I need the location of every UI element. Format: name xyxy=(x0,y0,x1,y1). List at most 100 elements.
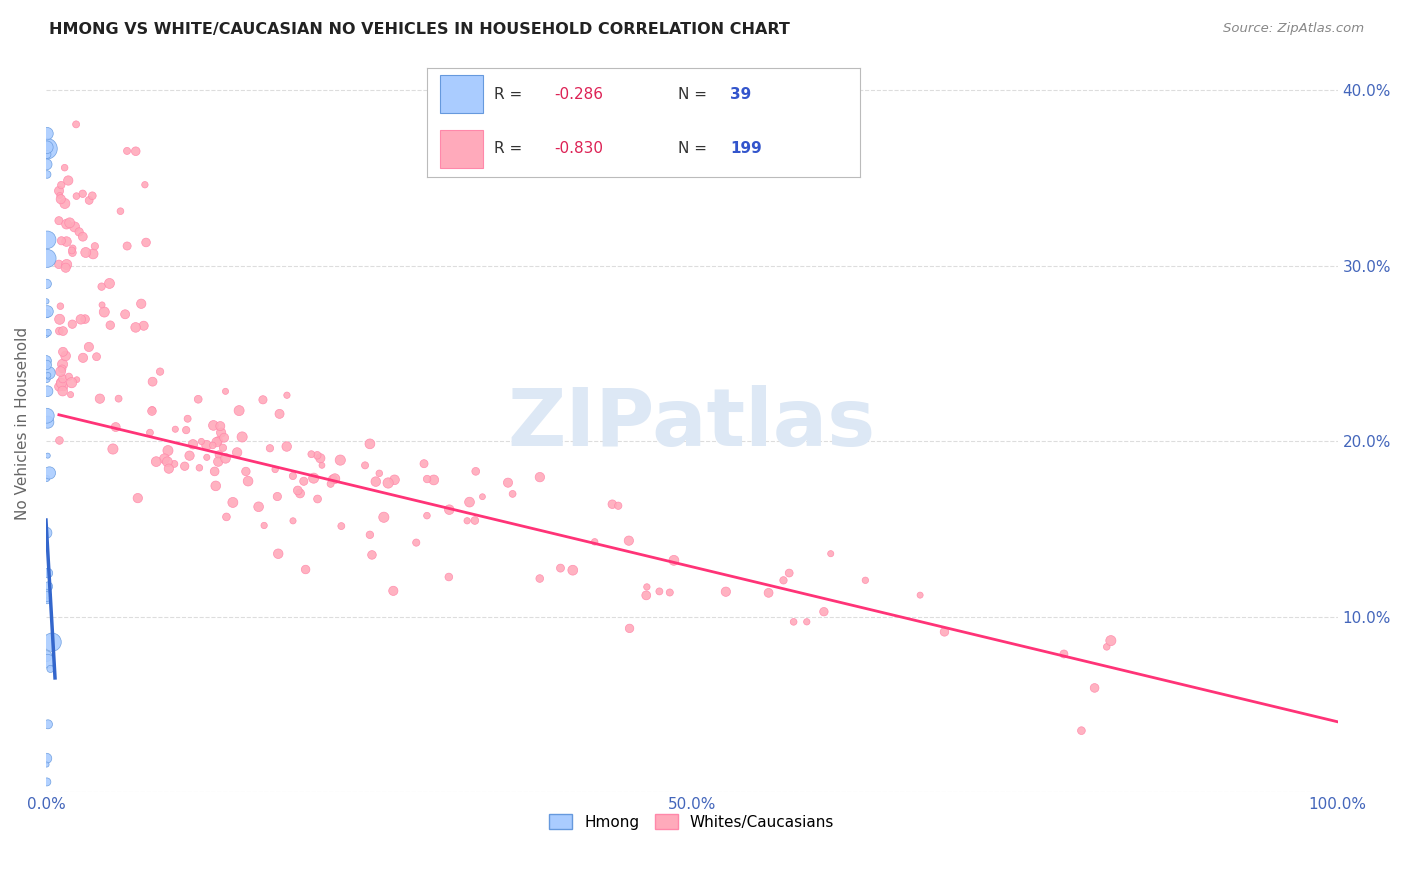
Point xyxy=(132,318,155,333)
Point xyxy=(1099,633,1122,648)
Point xyxy=(235,465,257,479)
Point xyxy=(307,491,329,506)
Point xyxy=(141,404,163,418)
Point xyxy=(58,369,80,384)
Point xyxy=(35,649,58,664)
Point xyxy=(209,425,232,440)
Point xyxy=(141,403,163,417)
Point xyxy=(382,583,405,598)
Point xyxy=(153,451,176,466)
Point xyxy=(208,448,231,462)
Point xyxy=(276,440,298,454)
Point xyxy=(636,580,658,594)
Point xyxy=(215,509,238,524)
Point xyxy=(37,368,59,383)
Point xyxy=(205,435,228,450)
Point xyxy=(134,178,156,192)
Y-axis label: No Vehicles in Household: No Vehicles in Household xyxy=(15,327,30,520)
Point xyxy=(1070,723,1092,738)
Point xyxy=(98,277,121,291)
Point xyxy=(60,244,83,258)
Point xyxy=(48,379,70,393)
Point xyxy=(82,188,104,202)
Point xyxy=(35,471,58,485)
Point xyxy=(1084,681,1107,695)
Point xyxy=(496,475,519,490)
Legend: Hmong, Whites/Caucasians: Hmong, Whites/Caucasians xyxy=(543,807,841,836)
Point xyxy=(377,475,399,490)
Point xyxy=(35,142,58,156)
Point xyxy=(35,354,58,368)
Point xyxy=(405,535,427,549)
Point xyxy=(207,455,229,469)
Point xyxy=(98,318,121,333)
Point xyxy=(37,384,59,399)
Point xyxy=(288,486,311,500)
Point xyxy=(778,566,800,580)
Point xyxy=(187,392,209,407)
Point xyxy=(35,409,58,423)
Point xyxy=(359,528,381,542)
Point xyxy=(37,566,59,581)
Point xyxy=(91,298,114,312)
Point xyxy=(67,225,90,239)
Point xyxy=(464,514,486,528)
Point xyxy=(53,161,76,175)
Point xyxy=(55,217,77,231)
Point xyxy=(373,510,395,524)
Point xyxy=(35,326,58,341)
Point xyxy=(281,469,304,483)
Point xyxy=(361,548,384,562)
Point xyxy=(55,260,77,275)
Point xyxy=(561,563,583,577)
Point xyxy=(37,415,59,429)
Point xyxy=(48,213,70,227)
Point xyxy=(35,358,58,372)
Point xyxy=(156,455,179,469)
Point xyxy=(195,450,218,465)
Point xyxy=(51,376,73,391)
Point xyxy=(37,579,59,593)
Point xyxy=(69,312,91,326)
Point xyxy=(52,372,75,386)
Point xyxy=(101,442,124,456)
Point xyxy=(188,460,211,475)
Point xyxy=(1053,647,1076,661)
Point xyxy=(125,145,148,159)
Point xyxy=(820,547,842,561)
Point xyxy=(63,219,86,234)
Point xyxy=(35,757,58,772)
Point xyxy=(908,588,931,602)
Point xyxy=(53,196,76,211)
Point xyxy=(157,461,180,475)
Point xyxy=(636,588,658,602)
Point xyxy=(37,304,59,318)
Point xyxy=(48,184,70,198)
Point xyxy=(115,239,138,253)
Point xyxy=(52,384,75,398)
Point xyxy=(354,458,377,473)
Text: Source: ZipAtlas.com: Source: ZipAtlas.com xyxy=(1223,22,1364,36)
Point xyxy=(201,438,224,452)
Point xyxy=(62,245,84,260)
Point xyxy=(302,471,325,485)
Point xyxy=(52,344,75,359)
Point xyxy=(55,349,77,363)
Point xyxy=(51,361,73,376)
Point xyxy=(247,500,270,514)
Point xyxy=(35,590,58,604)
Point xyxy=(37,594,59,608)
Point xyxy=(49,365,72,379)
Point xyxy=(104,420,127,434)
Point xyxy=(38,366,60,380)
Point xyxy=(49,192,72,206)
Point xyxy=(266,490,288,504)
Point xyxy=(72,229,94,244)
Point xyxy=(38,466,60,480)
Point xyxy=(179,449,201,463)
Point xyxy=(195,438,218,452)
Point xyxy=(464,464,486,478)
Point xyxy=(384,473,406,487)
Point xyxy=(107,392,129,406)
Point xyxy=(75,245,97,260)
